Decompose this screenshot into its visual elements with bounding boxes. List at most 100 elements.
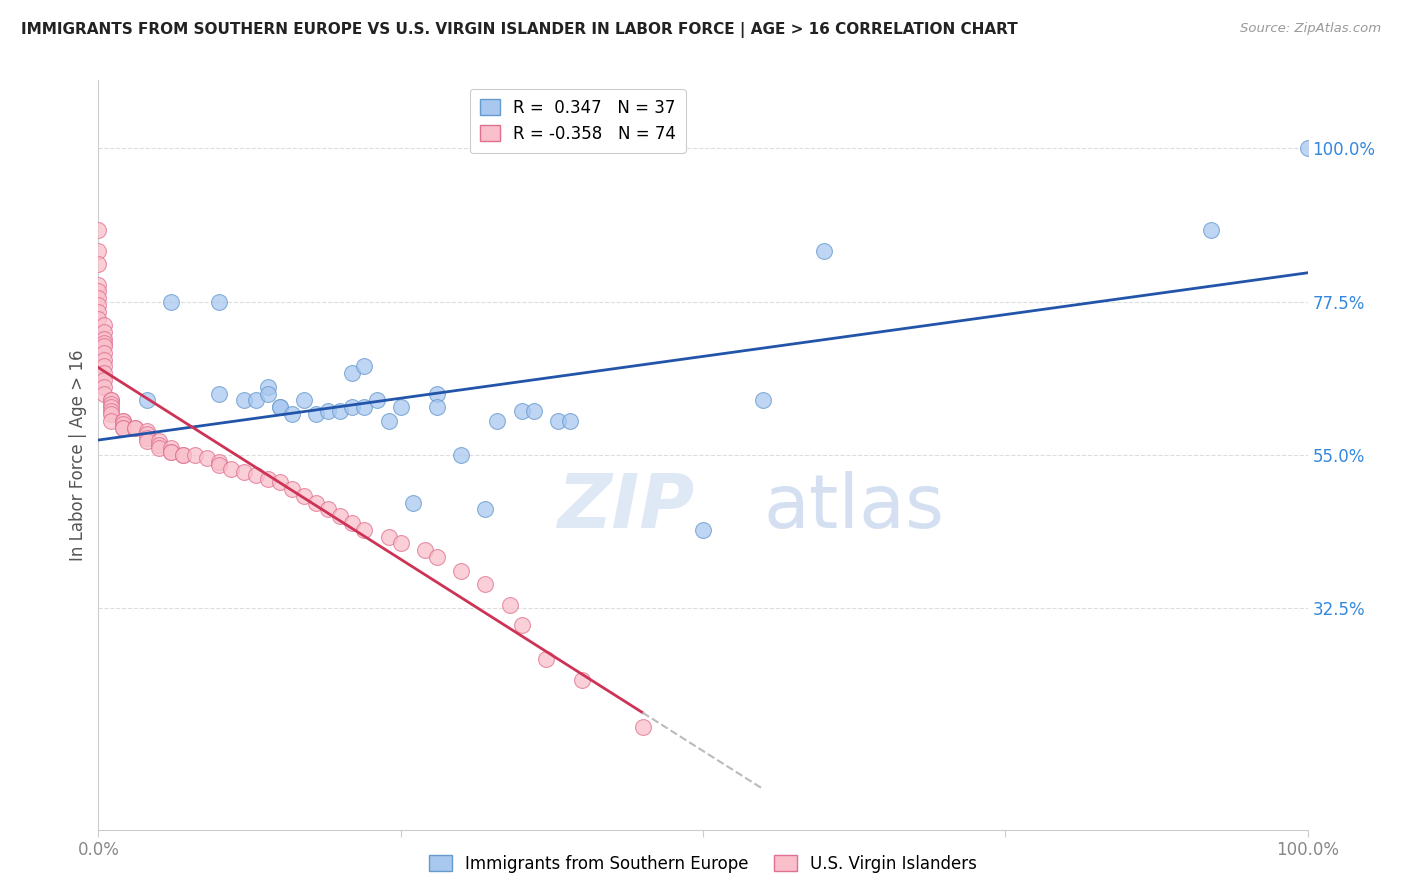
Point <box>93 345 115 359</box>
Point <box>692 523 714 537</box>
Point <box>93 359 115 374</box>
Point <box>87 277 110 292</box>
Point <box>813 244 835 258</box>
Point <box>93 335 115 350</box>
Point <box>245 468 267 483</box>
Point <box>571 673 593 687</box>
Point <box>93 366 115 380</box>
Point <box>93 332 115 346</box>
Point <box>256 472 278 486</box>
Point <box>100 397 122 411</box>
Point <box>402 495 425 509</box>
Point <box>93 326 115 340</box>
Text: Source: ZipAtlas.com: Source: ZipAtlas.com <box>1240 22 1381 36</box>
Point <box>389 401 412 415</box>
Point <box>135 434 157 449</box>
Point <box>366 393 388 408</box>
Point <box>100 401 122 415</box>
Point <box>87 291 110 305</box>
Point <box>221 461 243 475</box>
Point <box>87 257 110 271</box>
Text: atlas: atlas <box>763 471 945 544</box>
Point <box>184 448 207 462</box>
Point <box>474 502 496 516</box>
Point <box>486 414 509 428</box>
Point <box>160 444 183 458</box>
Point <box>353 401 375 415</box>
Point <box>305 495 328 509</box>
Point <box>93 339 115 353</box>
Point <box>305 407 328 421</box>
Point <box>111 420 134 434</box>
Point <box>100 393 122 408</box>
Point <box>135 431 157 445</box>
Legend: Immigrants from Southern Europe, U.S. Virgin Islanders: Immigrants from Southern Europe, U.S. Vi… <box>422 848 984 880</box>
Point <box>148 438 170 452</box>
Point <box>426 401 449 415</box>
Point <box>135 424 157 438</box>
Point <box>389 536 412 550</box>
Point <box>269 475 291 490</box>
Point <box>558 414 581 428</box>
Point <box>292 489 315 503</box>
Point <box>160 294 183 309</box>
Point <box>1199 223 1222 237</box>
Point <box>208 455 231 469</box>
Point <box>124 420 146 434</box>
Point <box>281 482 304 496</box>
Y-axis label: In Labor Force | Age > 16: In Labor Force | Age > 16 <box>69 349 87 561</box>
Point <box>111 414 134 428</box>
Point <box>87 311 110 326</box>
Point <box>93 352 115 367</box>
Point <box>547 414 569 428</box>
Point <box>1296 141 1319 155</box>
Point <box>292 393 315 408</box>
Point <box>534 652 557 666</box>
Point <box>474 577 496 591</box>
Point <box>111 417 134 432</box>
Text: ZIP: ZIP <box>558 471 695 544</box>
Point <box>195 451 218 466</box>
Point <box>426 550 449 565</box>
Point <box>100 414 122 428</box>
Point <box>100 407 122 421</box>
Point <box>135 427 157 442</box>
Point <box>87 223 110 237</box>
Point <box>232 393 254 408</box>
Point <box>353 523 375 537</box>
Point <box>316 403 339 417</box>
Point <box>93 380 115 394</box>
Point <box>87 244 110 258</box>
Point <box>498 598 520 612</box>
Point <box>281 407 304 421</box>
Point <box>510 618 533 632</box>
Point <box>111 414 134 428</box>
Point <box>342 401 364 415</box>
Point <box>329 509 352 524</box>
Legend: R =  0.347   N = 37, R = -0.358   N = 74: R = 0.347 N = 37, R = -0.358 N = 74 <box>470 88 686 153</box>
Point <box>87 298 110 312</box>
Point <box>450 448 472 462</box>
Point <box>135 393 157 408</box>
Point <box>329 403 352 417</box>
Point <box>426 386 449 401</box>
Point <box>93 318 115 333</box>
Point <box>510 403 533 417</box>
Point <box>208 386 231 401</box>
Point <box>111 420 134 434</box>
Point <box>93 386 115 401</box>
Point <box>172 448 194 462</box>
Point <box>342 516 364 530</box>
Point <box>450 564 472 578</box>
Point <box>377 414 399 428</box>
Point <box>256 380 278 394</box>
Point <box>208 458 231 472</box>
Point <box>256 386 278 401</box>
Point <box>93 373 115 387</box>
Point <box>124 420 146 434</box>
Point <box>316 502 339 516</box>
Point <box>148 434 170 449</box>
Point <box>269 401 291 415</box>
Point <box>208 294 231 309</box>
Point <box>172 448 194 462</box>
